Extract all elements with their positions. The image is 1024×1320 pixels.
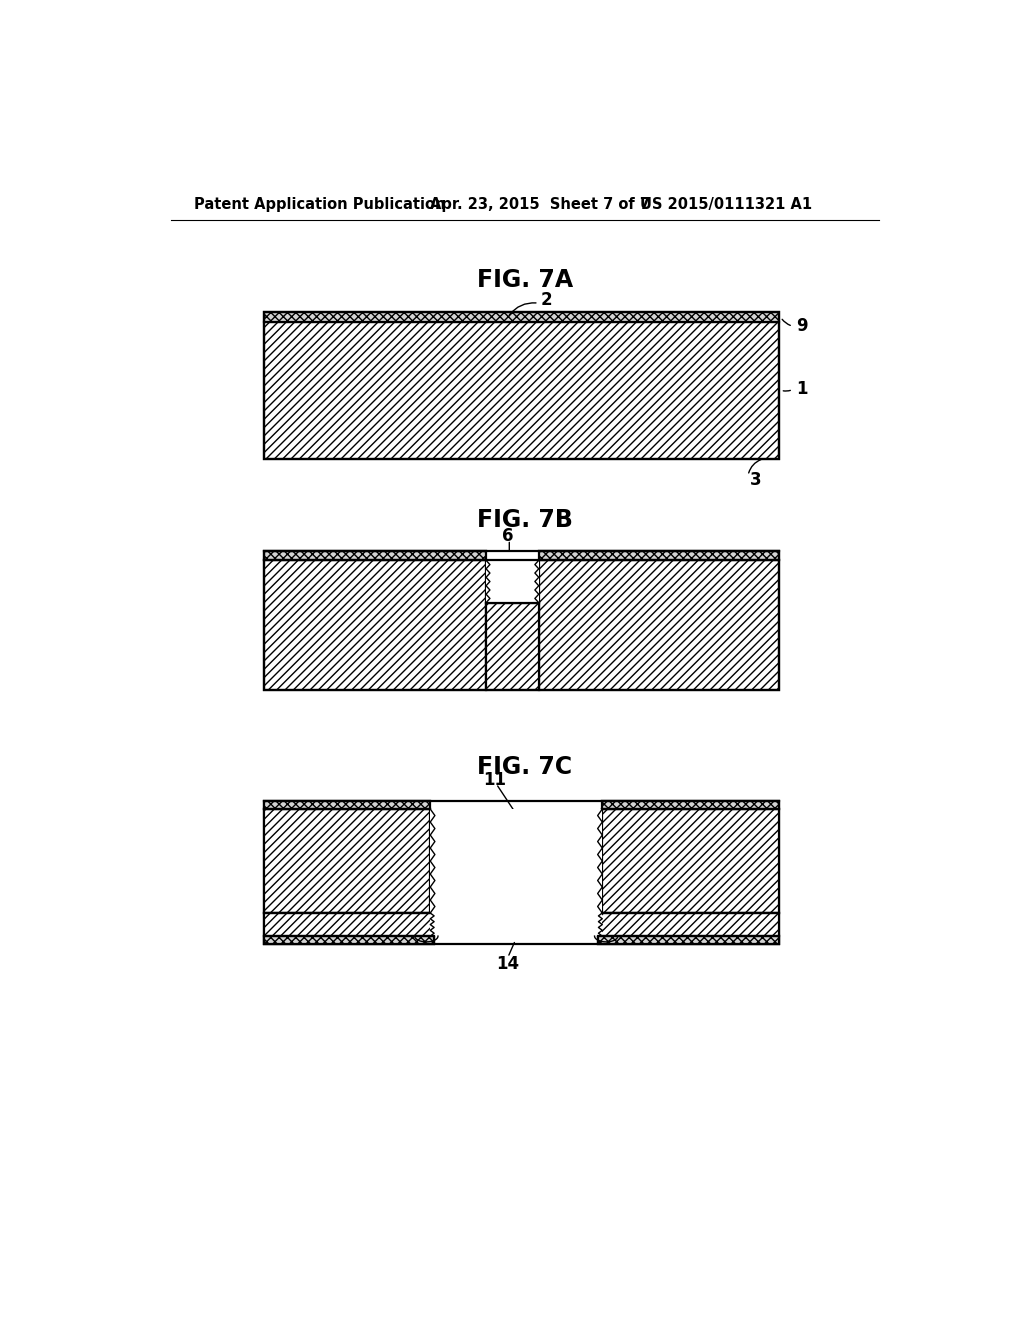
Bar <box>263 322 779 459</box>
Text: 3: 3 <box>751 471 762 490</box>
Text: FIG. 7A: FIG. 7A <box>477 268 572 292</box>
Bar <box>598 936 779 944</box>
Bar <box>263 313 779 459</box>
Bar <box>602 809 779 913</box>
Bar <box>263 552 486 561</box>
Bar <box>539 552 779 561</box>
Bar <box>430 809 602 936</box>
Bar <box>598 913 779 944</box>
Bar <box>602 801 779 809</box>
Bar <box>263 936 434 944</box>
Bar <box>263 560 486 689</box>
Bar <box>486 560 539 603</box>
Bar <box>263 801 430 809</box>
Bar <box>263 313 779 322</box>
Bar <box>539 560 779 689</box>
Bar <box>486 603 539 689</box>
Bar <box>263 552 779 689</box>
Bar <box>263 809 430 913</box>
Text: 11: 11 <box>483 771 506 789</box>
Text: 2: 2 <box>541 292 553 309</box>
Bar <box>263 801 779 944</box>
Bar <box>263 913 434 944</box>
Text: FIG. 7B: FIG. 7B <box>477 508 572 532</box>
Text: 1: 1 <box>796 380 808 399</box>
Text: 6: 6 <box>502 527 513 545</box>
Text: 14: 14 <box>497 954 519 973</box>
Text: Patent Application Publication: Patent Application Publication <box>194 197 445 213</box>
Text: Apr. 23, 2015  Sheet 7 of 7: Apr. 23, 2015 Sheet 7 of 7 <box>430 197 650 213</box>
Text: 9: 9 <box>796 317 808 335</box>
Text: US 2015/0111321 A1: US 2015/0111321 A1 <box>640 197 812 213</box>
Text: FIG. 7C: FIG. 7C <box>477 755 572 779</box>
